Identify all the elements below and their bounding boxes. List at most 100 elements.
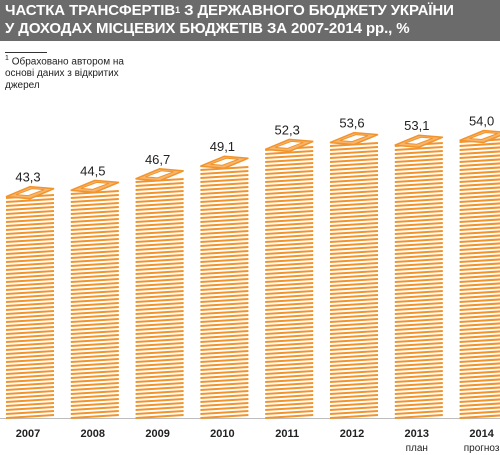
- sheet-edge: [200, 285, 249, 292]
- sheet-edge: [70, 413, 119, 420]
- sheet-edge: [394, 321, 443, 328]
- sheet-edge: [265, 257, 314, 264]
- sheet-edge: [265, 361, 314, 368]
- sheet-edge: [135, 233, 184, 240]
- sheet-edge: [329, 333, 379, 340]
- category-label: 2007: [16, 428, 40, 440]
- sheet-edge: [135, 221, 184, 228]
- sheet-edge: [265, 325, 314, 332]
- sheet-edge: [394, 361, 443, 368]
- sheet-edge: [265, 401, 314, 408]
- sheet-edge: [200, 365, 249, 372]
- sheet-edge: [70, 393, 119, 400]
- sheet-edge: [200, 221, 249, 228]
- sheet-edge: [70, 345, 119, 352]
- sheet-edge: [200, 377, 249, 384]
- value-label: 54,0: [469, 114, 494, 129]
- value-label: 43,3: [15, 170, 40, 185]
- sheet-edge: [200, 409, 249, 416]
- sheet-edge: [200, 193, 249, 200]
- sheet-edge: [394, 349, 443, 356]
- sheet-edge: [70, 369, 119, 376]
- sheet-edge: [200, 297, 249, 304]
- sheet-edge: [5, 265, 55, 272]
- sheet-edge: [265, 261, 314, 268]
- sheet-edge: [265, 329, 314, 336]
- chart-title: ЧАСТКА ТРАНСФЕРТІВ1 З ДЕРЖАВНОГО БЮДЖЕТУ…: [5, 2, 454, 38]
- sheet-edge: [394, 293, 443, 300]
- sheet-edge: [329, 217, 379, 224]
- category-label: 2010: [210, 428, 234, 440]
- sheet-edge: [394, 273, 443, 280]
- sheet-edge: [135, 301, 184, 308]
- sheet-edge: [329, 385, 379, 392]
- footnote: 1 Обраховано автором на основі даних з в…: [5, 53, 145, 92]
- sheet-edge: [329, 321, 379, 328]
- sheet-edge: [5, 273, 55, 280]
- sheet-edge: [394, 385, 443, 392]
- sheet-edge: [200, 305, 249, 312]
- sheet-edge: [135, 373, 184, 380]
- sheet-edge: [5, 213, 55, 220]
- sheet-edge: [135, 341, 184, 348]
- sheet-edge: [329, 257, 379, 264]
- sheet-edge: [5, 297, 55, 304]
- sheet-edge: [265, 209, 314, 216]
- sheet-edge: [265, 249, 314, 256]
- sheet-edge: [329, 177, 379, 184]
- sheet-edge: [265, 225, 314, 232]
- sheet-edge: [329, 377, 379, 384]
- sheet-edge: [200, 413, 249, 420]
- sheet-edge: [70, 249, 119, 256]
- value-label: 53,6: [339, 116, 364, 131]
- sheet-edge: [265, 345, 314, 352]
- footnote-divider: [5, 52, 47, 53]
- sheet-edge: [5, 269, 55, 276]
- sheet-edge: [5, 361, 55, 368]
- sheet-edge: [329, 185, 379, 192]
- sheet-edge: [200, 265, 249, 272]
- sheet-edge: [329, 289, 379, 296]
- sheet-edge: [265, 277, 314, 284]
- category-note: план: [406, 443, 428, 454]
- sheet-edge: [394, 393, 443, 400]
- sheet-edge: [394, 253, 443, 260]
- sheet-edge: [135, 265, 184, 272]
- sheet-edge: [135, 293, 184, 300]
- sheet-edge: [200, 401, 249, 408]
- sheet-edge: [329, 277, 379, 284]
- sheet-edge: [329, 381, 379, 388]
- sheet-edge: [200, 353, 249, 360]
- sheet-edge: [394, 225, 443, 232]
- sheet-edge: [70, 229, 119, 236]
- sheet-edge: [265, 309, 314, 316]
- sheet-edge: [5, 377, 55, 384]
- sheet-edge: [329, 213, 379, 220]
- sheet-edge: [70, 373, 119, 380]
- sheet-edge: [394, 329, 443, 336]
- sheet-edge: [135, 365, 184, 372]
- sheet-edge: [200, 385, 249, 392]
- value-label: 52,3: [275, 122, 300, 137]
- sheet-edge: [5, 389, 55, 396]
- bar-2008: [70, 179, 120, 420]
- sheet-edge: [394, 165, 443, 172]
- bar-top-paper: [145, 170, 174, 179]
- sheet-edge: [265, 413, 314, 420]
- sheet-edge: [70, 289, 119, 296]
- sheet-edge: [394, 173, 443, 180]
- sheet-edge: [135, 385, 184, 392]
- sheet-edge: [200, 177, 249, 184]
- sheet-edge: [5, 253, 55, 260]
- sheet-edge: [265, 313, 314, 320]
- sheet-edge: [394, 345, 443, 352]
- sheet-edge: [329, 181, 379, 188]
- sheet-edge: [5, 277, 55, 284]
- sheet-edge: [329, 165, 379, 172]
- sheet-edge: [135, 273, 184, 280]
- sheet-edge: [135, 181, 184, 188]
- sheet-edge: [265, 369, 314, 376]
- sheet-edge: [394, 257, 443, 264]
- sheet-edge: [5, 257, 55, 264]
